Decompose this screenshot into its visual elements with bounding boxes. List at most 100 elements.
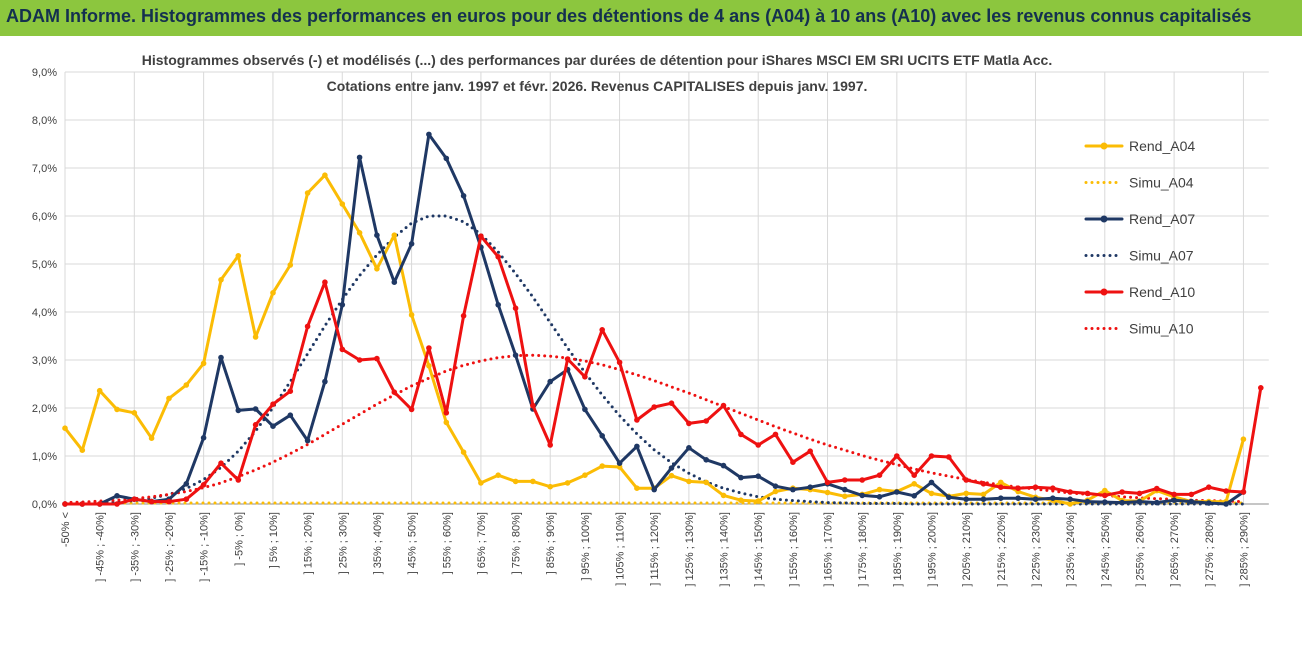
series-line-rend-a10 bbox=[63, 234, 1263, 506]
point-rend-a10 bbox=[876, 472, 883, 479]
point-rend-a10 bbox=[928, 453, 935, 459]
x-tick-label: ] 85% ; 90%] bbox=[545, 512, 557, 574]
point-rend-a04 bbox=[998, 479, 1004, 486]
x-tick-label: ] 115% ; 120%] bbox=[649, 512, 661, 586]
point-rend-a07 bbox=[183, 481, 190, 487]
plot-background bbox=[0, 36, 1302, 647]
point-rend-a04 bbox=[96, 387, 103, 394]
point-rend-a04 bbox=[755, 498, 761, 504]
point-rend-a07 bbox=[1188, 498, 1195, 505]
point-rend-a10 bbox=[235, 477, 242, 483]
point-rend-a04 bbox=[218, 277, 224, 283]
point-rend-a04 bbox=[200, 360, 207, 367]
point-rend-a04 bbox=[460, 449, 467, 456]
point-rend-a04 bbox=[443, 419, 450, 426]
point-rend-a04 bbox=[668, 472, 675, 479]
legend-marker bbox=[1100, 288, 1108, 296]
point-rend-a04 bbox=[391, 232, 398, 238]
y-tick-labels: 0,0% 1,0% 2,0% 3,0% 4,0% 5,0% 6,0% 7,0% 8,0% 9,0% bbox=[32, 67, 57, 511]
point-rend-a07 bbox=[114, 493, 120, 499]
x-tick-label: ] 35% ; 40%] bbox=[372, 512, 384, 574]
legend: Rend_A04 Simu_A04 Rend_A07 Simu_A07 Rend_A10… bbox=[1084, 138, 1195, 337]
point-rend-a10 bbox=[166, 498, 172, 505]
y-tick-label: 3,0% bbox=[32, 355, 57, 367]
point-rend-a10 bbox=[62, 501, 68, 507]
point-rend-a07 bbox=[703, 457, 709, 463]
point-rend-a04 bbox=[582, 472, 588, 479]
point-rend-a10 bbox=[755, 442, 761, 448]
point-rend-a04 bbox=[980, 491, 987, 498]
x-tick-label: ] 75% ; 80%] bbox=[511, 512, 523, 574]
x-tick-label: ] 145% ; 150%] bbox=[753, 512, 765, 587]
point-rend-a04 bbox=[634, 485, 640, 492]
point-rend-a10 bbox=[1084, 490, 1091, 497]
point-rend-a10 bbox=[426, 345, 432, 351]
point-rend-a10 bbox=[183, 496, 190, 503]
point-rend-a10 bbox=[79, 501, 86, 507]
point-rend-a10 bbox=[790, 459, 796, 466]
point-rend-a07 bbox=[252, 406, 259, 412]
point-rend-a10 bbox=[842, 477, 848, 483]
point-rend-a04 bbox=[235, 253, 242, 259]
x-tick-label: ] 215% ; 220%] bbox=[996, 512, 1008, 587]
point-rend-a10 bbox=[998, 484, 1004, 491]
x-tick-labels: -50% <] -45% ; -40%]] -35% ; -30%]] -25%… bbox=[60, 512, 1250, 587]
y-tick-label: 4,0% bbox=[32, 307, 57, 319]
line-chart: 0,0% 1,0% 2,0% 3,0% 4,0% 5,0% 6,0% 7,0% 8,0% 9,0%… bbox=[0, 36, 1302, 647]
point-rend-a10 bbox=[894, 453, 900, 459]
point-rend-a04 bbox=[131, 410, 138, 416]
point-rend-a07 bbox=[512, 352, 519, 359]
point-rend-a04 bbox=[339, 201, 346, 207]
point-rend-a04 bbox=[252, 334, 259, 340]
point-rend-a04 bbox=[114, 406, 120, 413]
point-rend-a07 bbox=[998, 495, 1004, 502]
point-rend-a10 bbox=[946, 454, 952, 460]
x-tick-label: ] 235% ; 240%] bbox=[1065, 512, 1077, 587]
x-tick-label: ] 205% ; 210%] bbox=[961, 512, 973, 587]
point-rend-a04 bbox=[1067, 501, 1073, 507]
point-rend-a10 bbox=[582, 374, 588, 380]
point-rend-a10 bbox=[304, 323, 311, 330]
point-rend-a10 bbox=[408, 406, 415, 413]
point-rend-a04 bbox=[720, 492, 727, 499]
point-rend-a07 bbox=[911, 493, 917, 499]
point-rend-a07 bbox=[322, 378, 328, 385]
point-rend-a07 bbox=[928, 479, 935, 486]
x-tick-label: -50% < bbox=[60, 512, 72, 547]
point-rend-a07 bbox=[807, 484, 813, 491]
point-rend-a07 bbox=[408, 241, 415, 247]
point-rend-a10 bbox=[824, 479, 831, 486]
point-rend-a10 bbox=[96, 501, 103, 507]
point-rend-a04 bbox=[322, 172, 328, 178]
point-rend-a07 bbox=[1206, 500, 1212, 506]
point-rend-a07 bbox=[460, 193, 467, 199]
x-tick-label: ] 195% ; 200%] bbox=[927, 512, 939, 587]
point-rend-a10 bbox=[200, 482, 207, 488]
point-rend-a07 bbox=[270, 423, 276, 430]
point-rend-a04 bbox=[270, 290, 276, 296]
point-rend-a07 bbox=[443, 155, 450, 162]
y-tick-label: 9,0% bbox=[32, 67, 57, 79]
point-rend-a07 bbox=[200, 435, 207, 441]
legend-label: Rend_A10 bbox=[1129, 284, 1195, 300]
point-rend-a10 bbox=[1015, 485, 1021, 492]
x-tick-label: ] 255% ; 260%] bbox=[1134, 512, 1146, 587]
point-rend-a10 bbox=[911, 472, 917, 479]
point-rend-a07 bbox=[946, 494, 952, 501]
point-rend-a04 bbox=[1240, 436, 1247, 443]
point-rend-a07 bbox=[426, 131, 432, 138]
point-rend-a10 bbox=[287, 388, 294, 395]
point-rend-a07 bbox=[790, 486, 796, 493]
point-rend-a07 bbox=[1084, 498, 1091, 505]
point-rend-a04 bbox=[738, 497, 744, 504]
point-rend-a07 bbox=[616, 460, 623, 467]
point-rend-a07 bbox=[634, 443, 640, 450]
point-rend-a10 bbox=[807, 448, 813, 455]
point-rend-a04 bbox=[79, 447, 86, 454]
y-tick-label: 0,0% bbox=[32, 499, 57, 511]
point-rend-a07 bbox=[668, 465, 675, 471]
point-rend-a10 bbox=[1154, 485, 1160, 492]
legend-label: Simu_A10 bbox=[1129, 321, 1194, 337]
point-rend-a10 bbox=[495, 254, 502, 260]
point-rend-a10 bbox=[148, 498, 155, 505]
